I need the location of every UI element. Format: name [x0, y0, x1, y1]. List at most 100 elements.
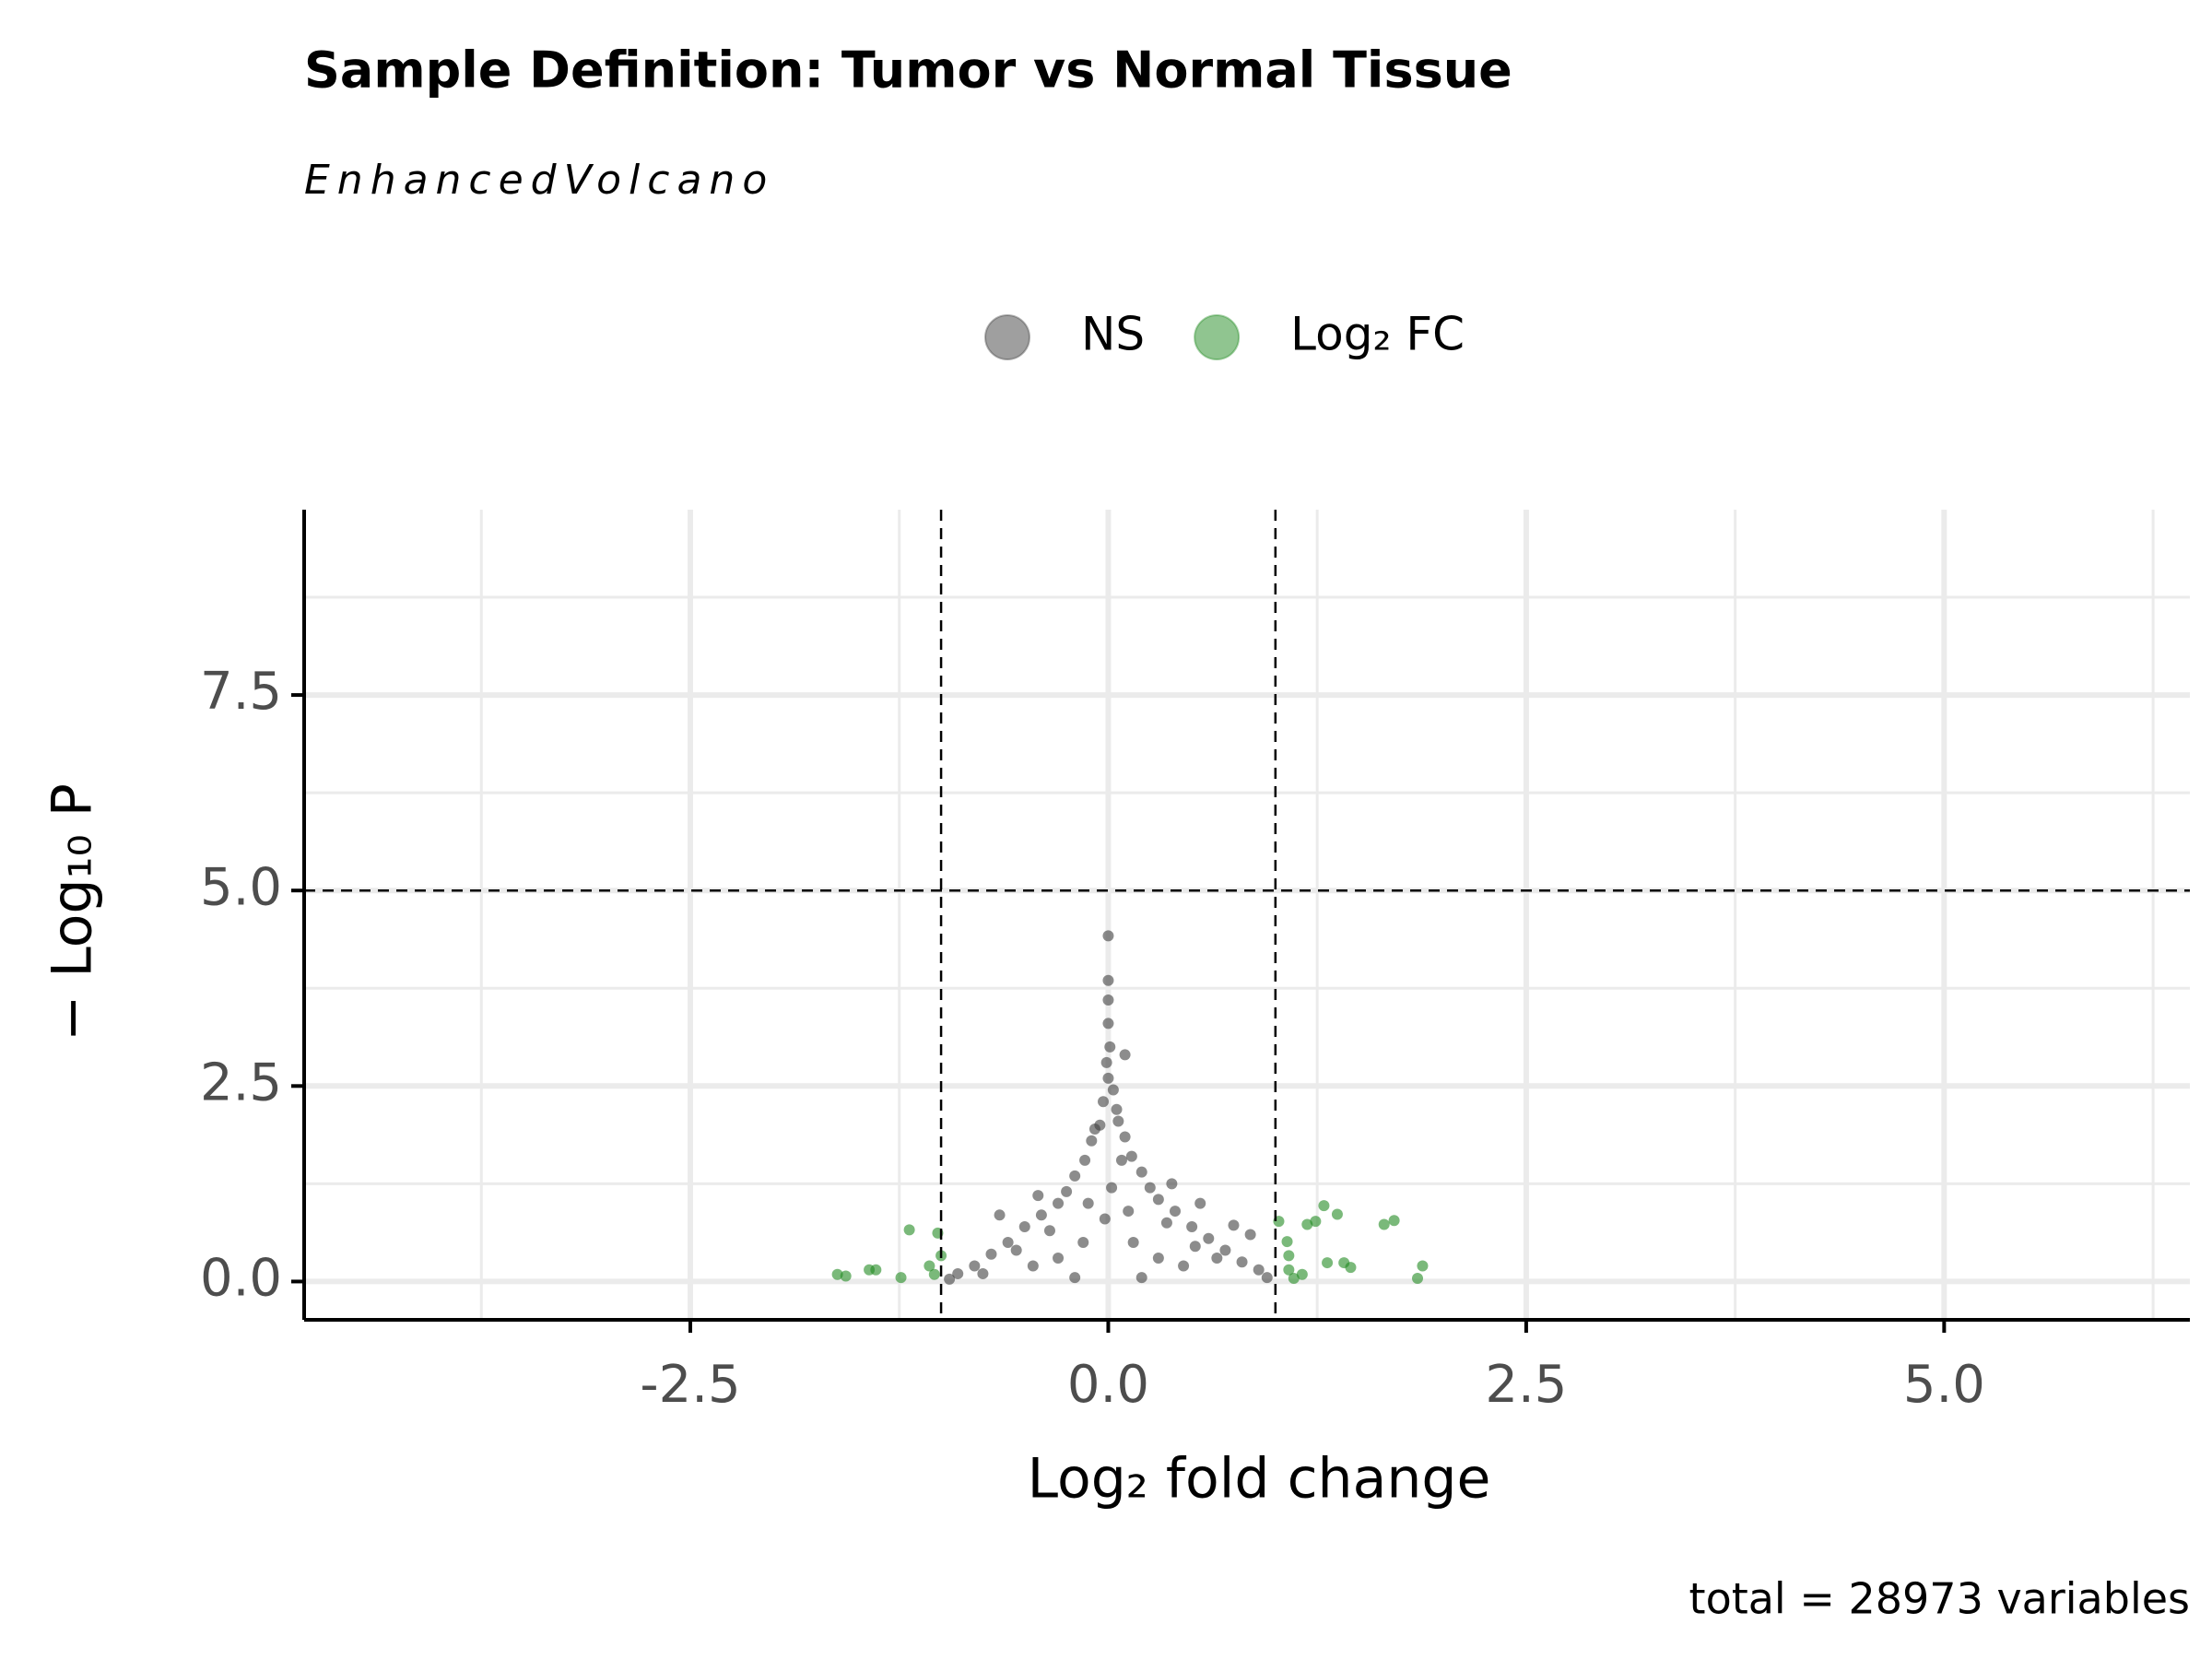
point	[969, 1260, 981, 1272]
point	[1102, 1072, 1114, 1084]
point	[1253, 1264, 1265, 1276]
point	[1018, 1221, 1030, 1233]
point	[1310, 1216, 1322, 1228]
point	[1107, 1084, 1119, 1096]
point	[1002, 1237, 1014, 1249]
point	[1186, 1221, 1198, 1233]
point	[994, 1209, 1006, 1221]
point	[903, 1224, 915, 1236]
point	[831, 1268, 843, 1280]
chart-subtitle: EnhancedVolcano	[304, 157, 774, 204]
point	[1211, 1252, 1223, 1264]
legend-label: NS	[1081, 308, 1145, 361]
point	[1123, 1206, 1135, 1218]
point	[1135, 1166, 1147, 1178]
point	[1099, 1213, 1111, 1225]
point	[924, 1260, 935, 1272]
point	[1032, 1190, 1044, 1202]
point	[1178, 1260, 1190, 1272]
point	[1203, 1232, 1215, 1244]
point	[1228, 1219, 1240, 1231]
point	[1166, 1178, 1178, 1190]
point	[1102, 974, 1114, 986]
point	[1061, 1185, 1073, 1197]
caption: total = 28973 variables	[1689, 1574, 2190, 1624]
point	[952, 1267, 964, 1279]
point	[870, 1264, 882, 1276]
point	[1296, 1268, 1308, 1280]
point	[1152, 1194, 1164, 1206]
point	[1082, 1197, 1094, 1209]
point	[1053, 1197, 1065, 1209]
legend-swatch	[984, 314, 1030, 360]
x-tick-label: 5.0	[1903, 1355, 1985, 1415]
point	[1106, 1182, 1118, 1194]
point	[1331, 1208, 1343, 1220]
point	[1088, 1123, 1100, 1135]
point	[985, 1248, 997, 1260]
y-axis-label: − Log₁₀ P	[41, 783, 105, 1041]
point	[1283, 1250, 1295, 1262]
point	[1010, 1244, 1022, 1256]
point	[1035, 1209, 1047, 1221]
y-tick-label: 0.0	[200, 1249, 282, 1309]
point	[1219, 1244, 1231, 1256]
point	[1417, 1260, 1429, 1272]
x-tick-label: 0.0	[1067, 1355, 1149, 1415]
point	[977, 1267, 989, 1279]
point	[1261, 1272, 1273, 1284]
chart-title: Sample Definition: Tumor vs Normal Tissu…	[304, 41, 1512, 100]
point	[1119, 1131, 1131, 1143]
point	[1053, 1252, 1065, 1264]
point	[1102, 1018, 1114, 1030]
point	[1322, 1257, 1334, 1269]
x-axis-label: Log₂ fold change	[1028, 1447, 1491, 1512]
legend-swatch	[1194, 314, 1241, 360]
point	[1127, 1237, 1139, 1249]
point	[1160, 1217, 1172, 1229]
point	[1301, 1218, 1313, 1230]
point	[1112, 1115, 1124, 1127]
point	[1236, 1256, 1248, 1268]
legend-label: Log₂ FC	[1290, 308, 1465, 361]
point	[1102, 930, 1114, 942]
point	[1043, 1225, 1055, 1237]
point	[1152, 1252, 1164, 1264]
point	[944, 1273, 956, 1285]
point	[1027, 1260, 1039, 1272]
point	[1412, 1273, 1424, 1285]
point	[1077, 1237, 1089, 1249]
point	[928, 1268, 940, 1280]
y-tick-label: 5.0	[200, 857, 282, 917]
point	[1345, 1262, 1357, 1274]
point	[895, 1272, 907, 1284]
point	[1288, 1273, 1300, 1285]
point	[1318, 1200, 1330, 1212]
point	[1086, 1135, 1098, 1147]
x-tick-label: 2.5	[1485, 1355, 1567, 1415]
point	[1388, 1215, 1400, 1227]
point	[1079, 1154, 1091, 1166]
point	[1104, 1041, 1116, 1053]
point	[1125, 1150, 1137, 1162]
point	[1111, 1103, 1123, 1115]
point	[1135, 1272, 1147, 1284]
point	[1170, 1206, 1182, 1218]
point	[840, 1270, 852, 1282]
point	[1144, 1182, 1156, 1194]
point	[1100, 1056, 1112, 1068]
x-tick-label: -2.5	[640, 1355, 740, 1415]
point	[1119, 1049, 1131, 1061]
point	[1069, 1272, 1081, 1284]
point	[1194, 1197, 1206, 1209]
point	[1069, 1170, 1081, 1182]
y-tick-label: 7.5	[200, 662, 282, 722]
point	[1098, 1096, 1110, 1108]
y-tick-label: 2.5	[200, 1053, 282, 1112]
point	[1283, 1264, 1295, 1276]
point	[1281, 1236, 1293, 1248]
point	[1115, 1154, 1127, 1166]
point	[1102, 994, 1114, 1006]
point	[1378, 1218, 1390, 1230]
